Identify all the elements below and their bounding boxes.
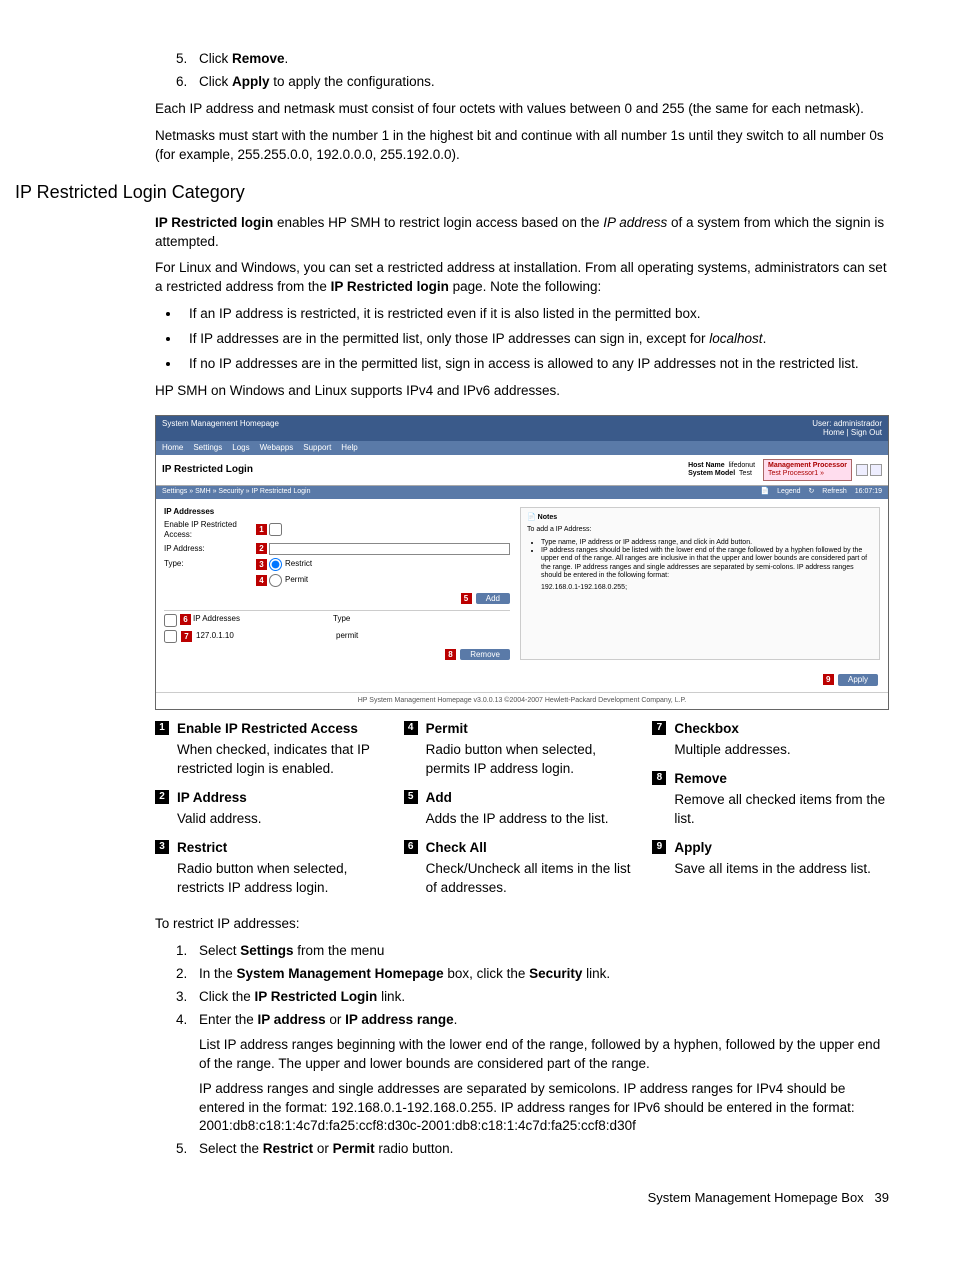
notes-b1: Type name, IP address or IP address rang… [541, 539, 873, 547]
rstep-2: In the System Management Homepage box, c… [191, 965, 889, 984]
screenshot: System Management Homepage User: adminis… [155, 415, 889, 711]
restrict-intro: To restrict IP addresses: [155, 915, 889, 934]
restrict-text: Restrict [285, 559, 312, 569]
rstep-5: Select the Restrict or Permit radio butt… [191, 1140, 889, 1159]
step-6: Click Apply to apply the configurations. [191, 73, 889, 92]
restrict-steps: Select Settings from the menu In the Sys… [177, 942, 889, 1159]
ip-intro: IP Restricted login enables HP SMH to re… [155, 214, 889, 252]
doc-content: Click Remove. Click Apply to apply the c… [155, 50, 889, 164]
bullet-2: If IP addresses are in the permitted lis… [181, 330, 889, 349]
row-ip: 127.0.1.10 [196, 631, 336, 641]
shot-title-text: System Management Homepage [162, 419, 279, 438]
form-panel: IP Addresses Enable IP Restricted Access… [164, 507, 510, 661]
ipaddr-input[interactable] [269, 543, 510, 555]
fieldset-title: IP Addresses [164, 507, 510, 517]
checkall-checkbox[interactable] [164, 614, 177, 627]
rstep-3: Click the IP Restricted Login link. [191, 988, 889, 1007]
remove-button[interactable]: Remove [460, 649, 510, 661]
layout-icons[interactable] [856, 464, 882, 476]
ip-table: 6 IP Addresses Type 7 127.0.1.10 permit [164, 610, 510, 643]
breadcrumb-bar: Settings » SMH » Security » IP Restricte… [156, 486, 888, 498]
section-content: IP Restricted login enables HP SMH to re… [155, 214, 889, 1160]
col-ip: IP Addresses [193, 614, 333, 630]
bullet-1: If an IP address is restricted, it is re… [181, 305, 889, 324]
rstep-4-inner1: List IP address ranges beginning with th… [199, 1036, 889, 1074]
permit-text: Permit [285, 575, 308, 585]
type-label: Type: [164, 559, 254, 569]
rstep-1: Select Settings from the menu [191, 942, 889, 961]
notes-sub: To add a IP Address: [527, 526, 873, 534]
intro-para-1: Each IP address and netmask must consist… [155, 100, 889, 119]
ipaddr-label: IP Address: [164, 544, 254, 554]
bullet-3: If no IP addresses are in the permitted … [181, 355, 889, 374]
time-label: 16:07:19 [855, 488, 882, 495]
intro-steps: Click Remove. Click Apply to apply the c… [177, 50, 889, 92]
intro-para-2: Netmasks must start with the number 1 in… [155, 127, 889, 165]
row-checkbox[interactable] [164, 630, 177, 643]
enable-checkbox[interactable] [269, 523, 282, 536]
refresh-link[interactable]: ↻ Refresh [808, 488, 846, 495]
col-type: Type [333, 614, 350, 630]
ip-para3: HP SMH on Windows and Linux supports IPv… [155, 382, 889, 401]
shot-user-links[interactable]: Home | Sign Out [812, 428, 882, 438]
legend-link[interactable]: 📄 Legend [760, 488, 800, 495]
notes-title: 📄 Notes [527, 514, 873, 522]
notes-example: 192.168.0.1-192.168.0.255; [541, 584, 873, 592]
mgmt-processor[interactable]: Management Processor Test Processor1 » [763, 459, 852, 482]
shot-titlebar: System Management Homepage User: adminis… [156, 416, 888, 441]
permit-radio[interactable] [269, 574, 282, 587]
host-block: Host Name lifedonut System Model Test [688, 462, 755, 479]
apply-button[interactable]: Apply [838, 674, 878, 686]
ip-para2: For Linux and Windows, you can set a res… [155, 259, 889, 297]
shot-header: IP Restricted Login Host Name lifedonut … [156, 455, 888, 487]
page-footer: System Management Homepage Box 39 [85, 1189, 889, 1207]
shot-nav[interactable]: HomeSettingsLogsWebappsSupportHelp [156, 441, 888, 455]
rstep-4-inner2: IP address ranges and single addresses a… [199, 1080, 889, 1137]
shot-footer: HP System Management Homepage v3.0.0.13 … [156, 692, 888, 709]
section-title: IP Restricted Login Category [15, 180, 889, 205]
enable-label: Enable IP Restricted Access: [164, 520, 254, 539]
restrict-radio[interactable] [269, 558, 282, 571]
ip-bullets: If an IP address is restricted, it is re… [181, 305, 889, 374]
legend: 1Enable IP Restricted AccessWhen checked… [155, 720, 889, 907]
table-row: 7 127.0.1.10 permit [164, 630, 510, 643]
notes-panel: 📄 Notes To add a IP Address: Type name, … [520, 507, 880, 661]
shot-user: User: administrador Home | Sign Out [812, 419, 882, 438]
notes-b2: IP address ranges should be listed with … [541, 547, 873, 581]
breadcrumb[interactable]: Settings » SMH » Security » IP Restricte… [162, 488, 311, 496]
step-5: Click Remove. [191, 50, 889, 69]
add-button[interactable]: Add [476, 593, 510, 605]
rstep-4: Enter the IP address or IP address range… [191, 1011, 889, 1136]
row-type: permit [336, 631, 358, 641]
page-header-title: IP Restricted Login [162, 464, 688, 476]
